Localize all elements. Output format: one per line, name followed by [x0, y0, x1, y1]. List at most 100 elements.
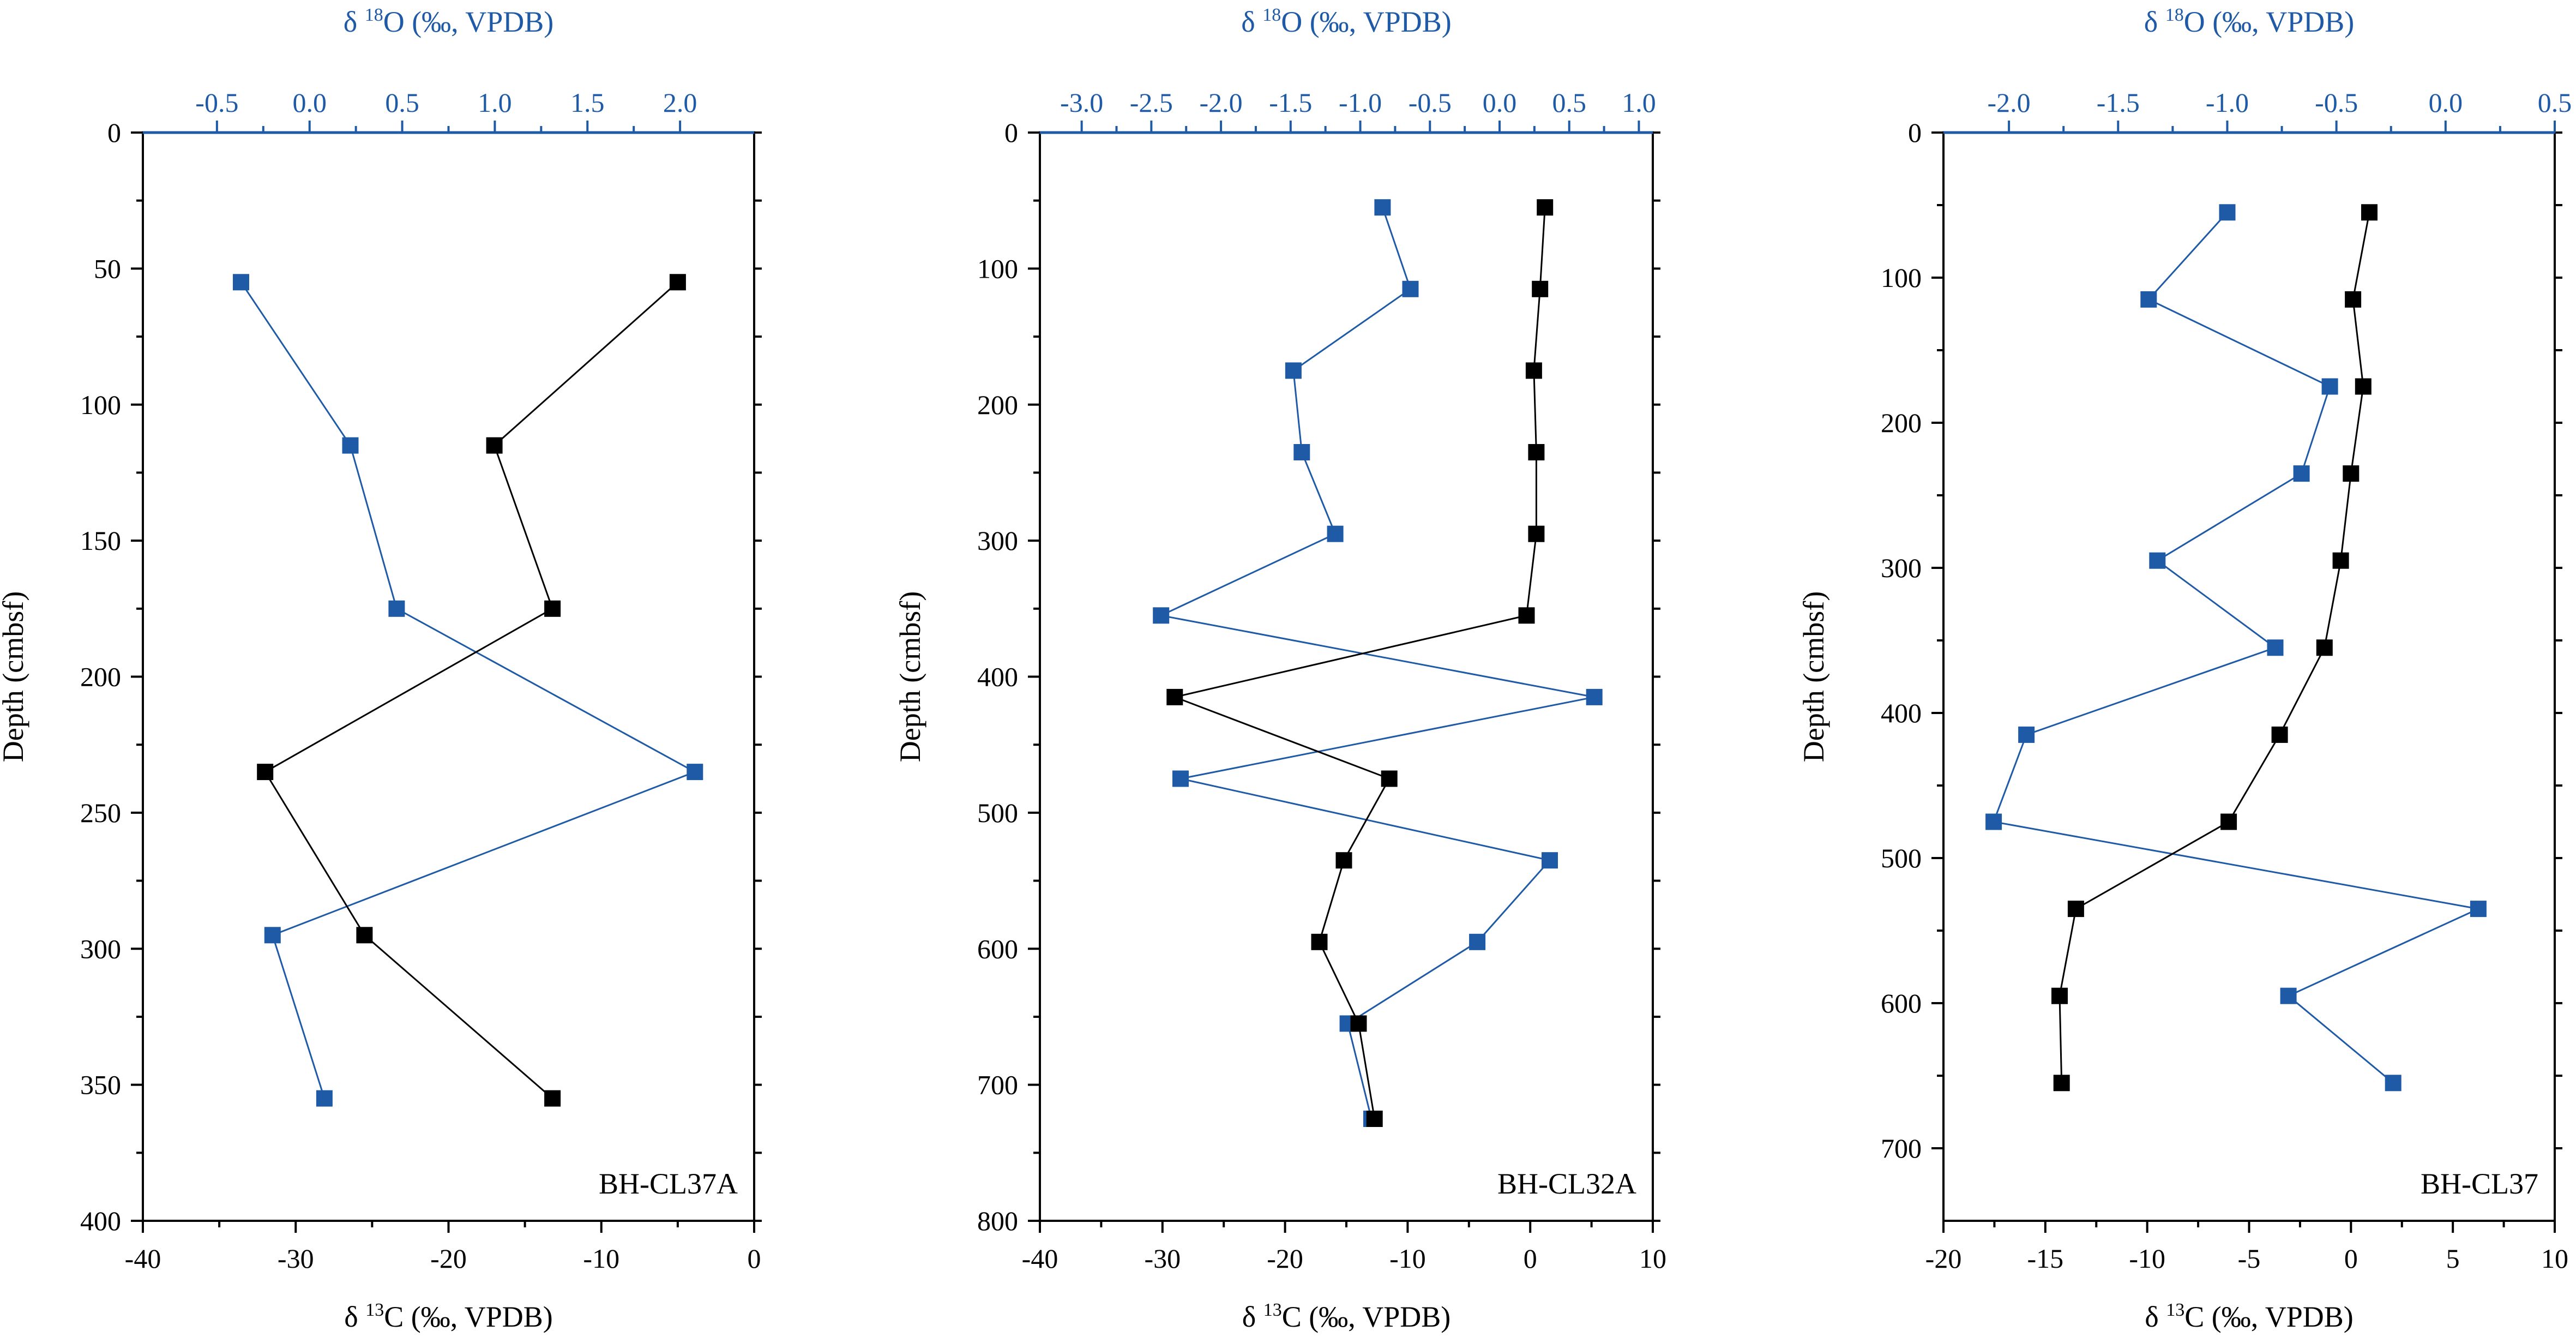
- d18o-data-point: [2219, 204, 2236, 221]
- panel-bh-cl32a: δ 18O (‰, VPDB) δ 13C (‰, VPDB) Depth (c…: [894, 5, 1666, 1333]
- d13c-data-point: [2051, 987, 2068, 1004]
- d13c-series-line: [1172, 207, 1546, 1119]
- y-tick-label: 400: [977, 662, 1018, 692]
- x-bottom-tick-label: -10: [1389, 1243, 1426, 1274]
- bottom-axis-title: δ 13C (‰, VPDB): [1242, 1300, 1451, 1333]
- panel-label: BH-CL37A: [599, 1167, 738, 1200]
- d13c-data-point: [544, 1090, 561, 1107]
- x-bottom-tick-label: -20: [430, 1243, 467, 1274]
- d18o-data-point: [1293, 444, 1310, 460]
- panel-label: BH-CL32A: [1497, 1167, 1636, 1200]
- x-top-tick-label: 1.0: [478, 87, 512, 118]
- x-top-tick-label: -1.5: [1269, 87, 1312, 118]
- x-top-tick-label: 0.0: [1483, 87, 1517, 118]
- y-tick-label: 200: [977, 389, 1018, 420]
- x-top-tick-label: -2.0: [1200, 87, 1243, 118]
- d13c-data-point: [257, 764, 274, 781]
- x-bottom-tick-label: -10: [583, 1243, 619, 1274]
- x-top-tick-label: -1.0: [2206, 87, 2249, 118]
- bottom-axis-title: δ 13C (‰, VPDB): [2145, 1300, 2354, 1333]
- x-bottom-tick-label: -15: [2027, 1243, 2064, 1274]
- x-top-tick-label: 0.5: [385, 87, 419, 118]
- x-top-tick-label: -0.5: [195, 87, 238, 118]
- x-top-tick-label: -3.0: [1060, 87, 1103, 118]
- y-tick-label: 100: [1881, 262, 1922, 293]
- d18o-data-point: [1586, 688, 1603, 705]
- d13c-data-point: [2220, 813, 2237, 830]
- d13c-data-point: [2345, 291, 2362, 308]
- x-bottom-tick-label: 10: [1639, 1243, 1666, 1274]
- x-top-tick-label: 0.0: [292, 87, 327, 118]
- d13c-data-point: [544, 600, 561, 617]
- d13c-data-point: [2343, 465, 2360, 482]
- y-axis-title: Depth (cmbsf): [0, 591, 29, 762]
- d18o-data-point: [2293, 465, 2310, 482]
- x-top-tick-label: 0.0: [2429, 87, 2463, 118]
- d18o-data-point: [264, 927, 281, 944]
- x-top-tick-label: -0.5: [2315, 87, 2358, 118]
- x-top-tick-label: -2.0: [1988, 87, 2031, 118]
- d13c-data-point: [1532, 280, 1549, 297]
- d13c-data-point: [1518, 607, 1535, 624]
- y-tick-label: 200: [1881, 407, 1922, 438]
- top-axis-title: δ 18O (‰, VPDB): [344, 5, 553, 38]
- x-top-tick-label: -1.5: [2097, 87, 2140, 118]
- x-top-tick-label: 1.5: [570, 87, 605, 118]
- y-tick-label: 100: [977, 253, 1018, 284]
- x-top-tick-label: 1.0: [1622, 87, 1656, 118]
- x-bottom-tick-label: -40: [1022, 1243, 1058, 1274]
- x-top-tick-label: 0.5: [1552, 87, 1586, 118]
- y-axis-title: Depth (cmbsf): [1797, 591, 1830, 762]
- x-bottom-tick-label: 5: [2446, 1243, 2460, 1274]
- d13c-data-point: [1525, 362, 1542, 379]
- d18o-series-line: [1158, 207, 1594, 1119]
- y-tick-label: 300: [977, 525, 1018, 556]
- d13c-data-point: [2067, 901, 2084, 918]
- top-axis-title: δ 18O (‰, VPDB): [2144, 5, 2354, 38]
- d13c-data-point: [1350, 1015, 1367, 1032]
- d13c-data-point: [1366, 1111, 1383, 1127]
- y-tick-label: 200: [80, 662, 121, 692]
- d18o-data-point: [1327, 525, 1344, 542]
- d13c-series-line: [264, 281, 678, 1099]
- d13c-data-point: [2355, 378, 2372, 395]
- d18o-data-point: [1172, 770, 1189, 787]
- d13c-data-point: [2332, 552, 2349, 569]
- y-tick-label: 800: [977, 1206, 1018, 1236]
- d18o-data-point: [2267, 639, 2284, 656]
- panel-bh-cl37: δ 18O (‰, VPDB) δ 13C (‰, VPDB) Depth (c…: [1797, 5, 2572, 1333]
- y-tick-label: 400: [1881, 698, 1922, 728]
- d18o-data-point: [2149, 552, 2166, 569]
- d13c-data-point: [1537, 199, 1554, 216]
- d13c-data-point: [1528, 444, 1545, 460]
- d13c-data-point: [356, 927, 373, 944]
- y-tick-label: 0: [1908, 117, 1922, 148]
- x-top-tick-label: 0.5: [2538, 87, 2572, 118]
- x-bottom-tick-label: -40: [125, 1243, 161, 1274]
- d13c-data-point: [2316, 639, 2333, 656]
- x-bottom-tick-label: 0: [748, 1243, 761, 1274]
- d13c-data-point: [486, 437, 503, 454]
- d13c-data-point: [1381, 770, 1398, 787]
- y-tick-label: 500: [1881, 843, 1922, 873]
- d18o-data-point: [233, 274, 249, 291]
- y-tick-label: 0: [1004, 117, 1018, 148]
- d13c-data-point: [1528, 525, 1545, 542]
- d18o-series-line: [240, 281, 697, 1099]
- d18o-data-point: [2385, 1075, 2402, 1092]
- y-tick-label: 500: [977, 798, 1018, 828]
- y-tick-label: 0: [107, 117, 121, 148]
- d13c-data-point: [1166, 688, 1183, 705]
- d18o-data-point: [1469, 933, 1486, 950]
- panel-bh-cl37a: δ 18O (‰, VPDB) δ 13C (‰, VPDB) Depth (c…: [0, 5, 762, 1333]
- d18o-data-point: [1374, 199, 1391, 216]
- x-bottom-tick-label: -10: [2129, 1243, 2165, 1274]
- y-tick-label: 700: [977, 1070, 1018, 1100]
- y-tick-label: 100: [80, 389, 121, 420]
- x-bottom-tick-label: 10: [2541, 1243, 2568, 1274]
- d18o-data-point: [687, 764, 703, 781]
- bottom-axis-title: δ 13C (‰, VPDB): [344, 1300, 553, 1333]
- d18o-data-point: [316, 1090, 333, 1107]
- y-tick-label: 300: [1881, 553, 1922, 583]
